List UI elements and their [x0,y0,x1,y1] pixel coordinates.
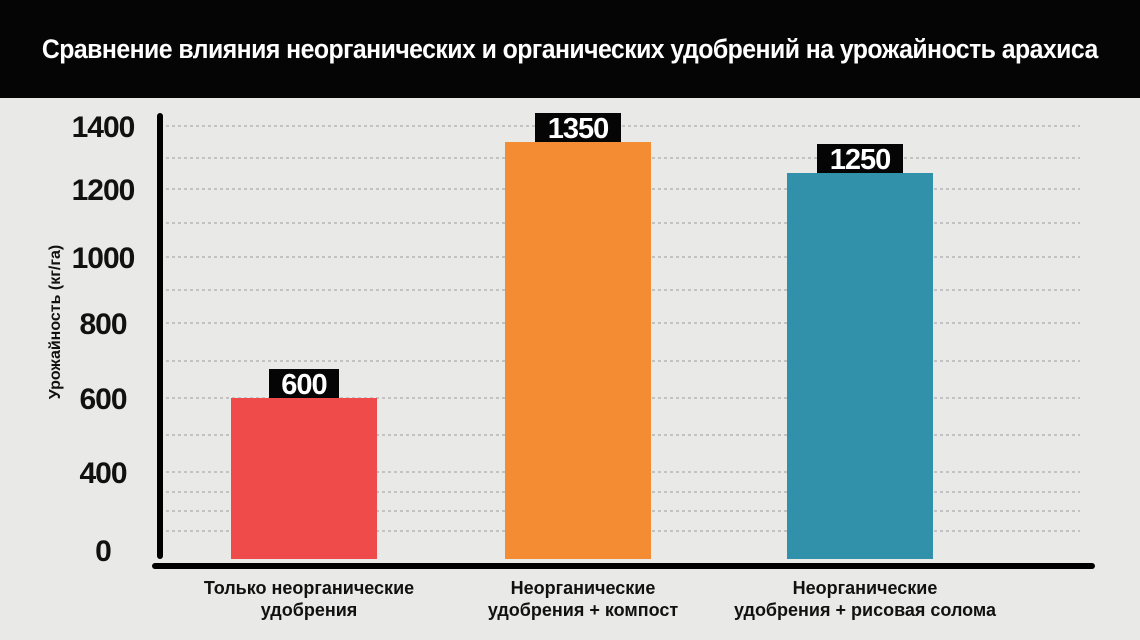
value-label: 1250 [830,144,891,176]
value-labels: 600 1350 1250 [269,113,903,401]
bars [231,142,933,559]
x-category-label: удобрения + рисовая солома [734,600,997,620]
x-category-label: Неорганические [511,578,656,598]
chart-title: Сравнение влияния неорганических и орган… [42,33,1098,64]
y-axis-label: Урожайность (кг/га) [47,245,64,400]
chart-header: Сравнение влияния неорганических и орган… [0,0,1140,98]
axes [152,113,1095,569]
bar [231,398,377,559]
value-label-box [269,369,339,398]
value-label-box [535,113,621,142]
x-category-label: удобрения + компост [488,600,679,620]
bar [787,173,933,559]
y-tick-label: 0 [95,535,111,568]
x-category-label: Только неорганические [204,578,414,598]
y-tick-label: 600 [79,383,126,416]
y-tick-label: 800 [79,308,126,341]
y-tick-labels: 0 400 600 800 1000 1200 1400 [72,111,136,568]
value-label-box [817,144,903,173]
x-category-label: Неорганические [793,578,938,598]
value-label: 1350 [548,113,609,145]
y-tick-label: 400 [79,457,126,490]
y-tick-label: 1400 [72,111,135,144]
x-category-label: удобрения [261,600,358,620]
value-label: 600 [281,369,326,401]
bar [505,142,651,559]
y-tick-label: 1000 [72,242,135,275]
y-tick-label: 1200 [72,174,135,207]
